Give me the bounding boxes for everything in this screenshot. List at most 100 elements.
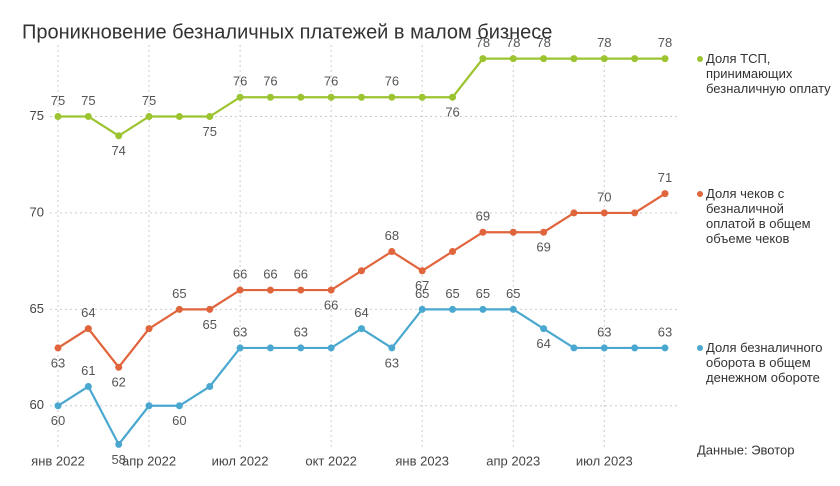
data-point <box>54 344 62 352</box>
legend-label: Доля ТСП, принимающих безналичную оплату <box>706 50 831 96</box>
data-point <box>600 209 608 217</box>
data-label: 76 <box>263 74 277 89</box>
x-tick-label: апр 2023 <box>486 453 540 468</box>
x-tick-label: янв 2022 <box>31 453 85 468</box>
data-label: 58 <box>111 452 125 467</box>
data-label: 65 <box>506 286 520 301</box>
data-label: 63 <box>51 355 65 370</box>
data-point <box>266 344 274 352</box>
data-label: 69 <box>536 240 550 255</box>
data-point <box>115 363 123 371</box>
data-point <box>297 286 305 294</box>
data-point <box>418 305 426 313</box>
data-label: 78 <box>536 35 550 50</box>
data-point <box>84 383 92 390</box>
data-point <box>266 93 274 101</box>
data-point <box>509 55 517 63</box>
x-tick-label: июл 2023 <box>576 453 633 468</box>
data-point <box>358 325 365 333</box>
data-label: 75 <box>203 124 217 139</box>
y-tick-label: 65 <box>30 301 44 316</box>
data-point <box>327 344 335 352</box>
data-point <box>449 305 457 313</box>
data-point <box>236 344 244 352</box>
data-point <box>631 55 639 63</box>
data-label: 61 <box>81 363 95 378</box>
data-point <box>206 383 214 390</box>
data-point <box>175 113 183 120</box>
data-label: 60 <box>51 413 65 428</box>
data-point <box>115 440 123 448</box>
data-point <box>661 55 669 63</box>
legend-marker <box>697 344 703 351</box>
data-point <box>449 248 457 255</box>
data-label: 78 <box>506 35 520 50</box>
data-point <box>236 93 244 101</box>
data-label: 66 <box>294 267 308 282</box>
data-label: 75 <box>51 93 65 108</box>
data-label: 65 <box>415 286 429 301</box>
data-label: 63 <box>385 355 399 370</box>
legend-label: Доля безналичного оборота в общем денежн… <box>706 339 823 385</box>
data-label: 78 <box>597 35 611 50</box>
data-point <box>449 93 457 101</box>
data-label: 76 <box>385 74 399 89</box>
data-point <box>661 344 669 352</box>
data-point <box>297 93 305 101</box>
data-point <box>479 228 487 236</box>
data-label: 63 <box>294 324 308 339</box>
data-point <box>327 93 335 101</box>
x-tick-label: июл 2022 <box>212 453 269 468</box>
data-point <box>266 286 274 294</box>
data-label: 63 <box>233 324 247 339</box>
data-label: 74 <box>111 143 125 158</box>
legend-label: Доля чеков с безналичной оплатой в общем… <box>706 185 811 246</box>
data-label: 65 <box>172 286 186 301</box>
data-label: 76 <box>445 105 459 120</box>
data-point <box>54 113 62 120</box>
data-label: 60 <box>172 413 186 428</box>
data-point <box>84 113 92 120</box>
data-point <box>540 55 548 63</box>
data-point <box>115 132 123 140</box>
data-label: 66 <box>233 267 247 282</box>
data-point <box>570 344 578 352</box>
data-point <box>600 55 608 63</box>
data-label: 68 <box>385 228 399 243</box>
data-point <box>358 267 365 275</box>
data-point <box>145 113 153 120</box>
data-label: 62 <box>111 375 125 390</box>
data-point <box>297 344 305 352</box>
data-point <box>540 228 548 236</box>
data-label: 65 <box>476 286 490 301</box>
data-point <box>236 286 244 294</box>
y-tick-label: 70 <box>30 204 44 219</box>
data-label: 75 <box>142 93 156 108</box>
legend-marker <box>697 55 703 62</box>
data-label: 66 <box>263 267 277 282</box>
data-point <box>600 344 608 352</box>
data-point <box>145 325 153 333</box>
chart-title: Проникновение безналичных платежей в мал… <box>22 21 552 43</box>
data-point <box>479 305 487 313</box>
data-point <box>175 305 183 313</box>
data-point <box>388 248 396 255</box>
data-label: 78 <box>476 35 490 50</box>
data-label: 64 <box>354 305 368 320</box>
data-point <box>388 344 396 352</box>
data-point <box>479 55 487 63</box>
data-label: 75 <box>81 93 95 108</box>
data-label: 65 <box>203 317 217 332</box>
data-label: 76 <box>324 74 338 89</box>
data-point <box>54 402 62 410</box>
x-tick-label: окт 2022 <box>305 453 357 468</box>
data-point <box>206 305 214 313</box>
data-point <box>631 209 639 217</box>
y-tick-label: 60 <box>30 397 44 412</box>
data-label: 70 <box>597 189 611 204</box>
data-point <box>661 190 669 198</box>
y-tick-label: 75 <box>30 108 44 123</box>
data-label: 76 <box>233 74 247 89</box>
